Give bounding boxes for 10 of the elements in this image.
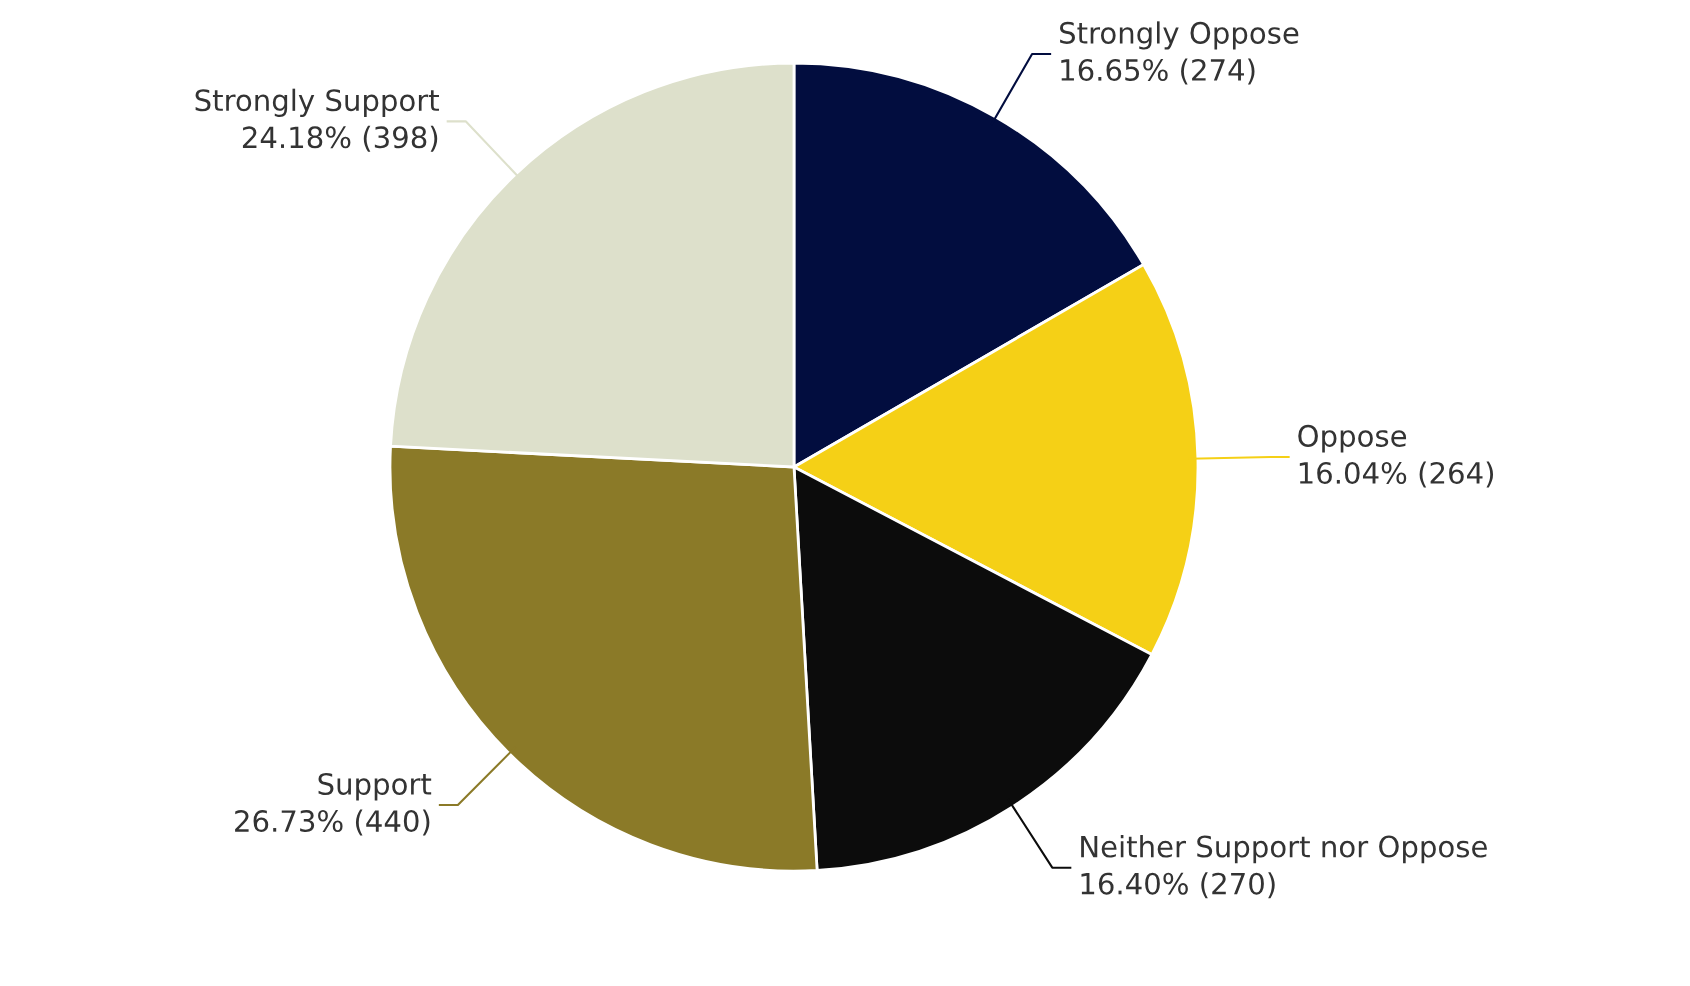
data-label: 16.65% (274)	[1061, 58, 1255, 85]
slice-label: Strongly Support	[195, 88, 439, 117]
slice-label: Strongly Oppose	[1060, 21, 1299, 50]
data-label: 16.04% (264)	[1299, 461, 1494, 488]
data-label: 24.18% (398)	[242, 125, 438, 152]
slice-label: Neither Support nor Oppose	[1081, 835, 1487, 864]
data-label: 26.73% (440)	[235, 809, 430, 836]
data-label: 16.40% (270)	[1081, 872, 1275, 899]
slice-label: Support	[318, 772, 432, 801]
slice-label: Oppose	[1298, 424, 1407, 453]
